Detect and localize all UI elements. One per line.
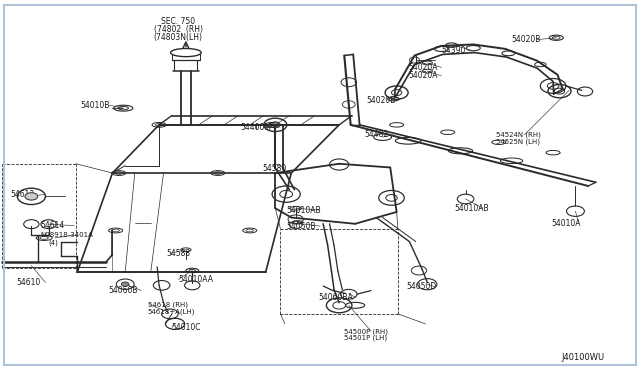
Text: 54020A: 54020A (408, 63, 438, 72)
Text: 54614: 54614 (40, 221, 65, 230)
Text: 54482: 54482 (365, 130, 389, 140)
Text: 54020B: 54020B (511, 35, 541, 44)
Text: 54500P (RH): 54500P (RH) (344, 328, 388, 334)
Text: 54618+A(LH): 54618+A(LH) (148, 308, 195, 314)
Circle shape (25, 193, 38, 200)
Text: 54588: 54588 (167, 249, 191, 258)
Text: 54050D: 54050D (406, 282, 436, 291)
Text: SEC. 750: SEC. 750 (161, 17, 195, 26)
Text: N08918-3401A: N08918-3401A (40, 232, 93, 238)
Text: 54010AB: 54010AB (454, 204, 489, 213)
Circle shape (122, 282, 129, 286)
Text: 54400M: 54400M (240, 123, 271, 132)
Text: (74802  (RH): (74802 (RH) (154, 25, 203, 34)
Text: 54010A: 54010A (551, 219, 580, 228)
Text: 54613: 54613 (10, 190, 35, 199)
Text: 54010AB: 54010AB (287, 206, 321, 215)
Text: 54050B: 54050B (287, 221, 316, 231)
Text: (4): (4) (49, 239, 58, 246)
Text: 54020A: 54020A (408, 71, 438, 80)
Text: 54390: 54390 (442, 46, 466, 55)
Text: 54020B: 54020B (366, 96, 396, 105)
Text: 54060B: 54060B (108, 286, 138, 295)
Text: 54618 (RH): 54618 (RH) (148, 301, 188, 308)
Text: 54010B: 54010B (80, 101, 109, 110)
Text: (74803N(LH): (74803N(LH) (154, 33, 203, 42)
Text: 54525N (LH): 54525N (LH) (495, 138, 540, 145)
Text: 54010C: 54010C (172, 323, 202, 332)
Text: 54501P (LH): 54501P (LH) (344, 335, 387, 341)
Text: 54010AA: 54010AA (178, 275, 213, 284)
Text: J40100WU: J40100WU (561, 353, 605, 362)
Text: 54524N (RH): 54524N (RH) (495, 132, 541, 138)
Text: 54610: 54610 (17, 278, 41, 287)
Text: 54060BA: 54060BA (319, 293, 353, 302)
Text: 54580: 54580 (262, 164, 287, 173)
